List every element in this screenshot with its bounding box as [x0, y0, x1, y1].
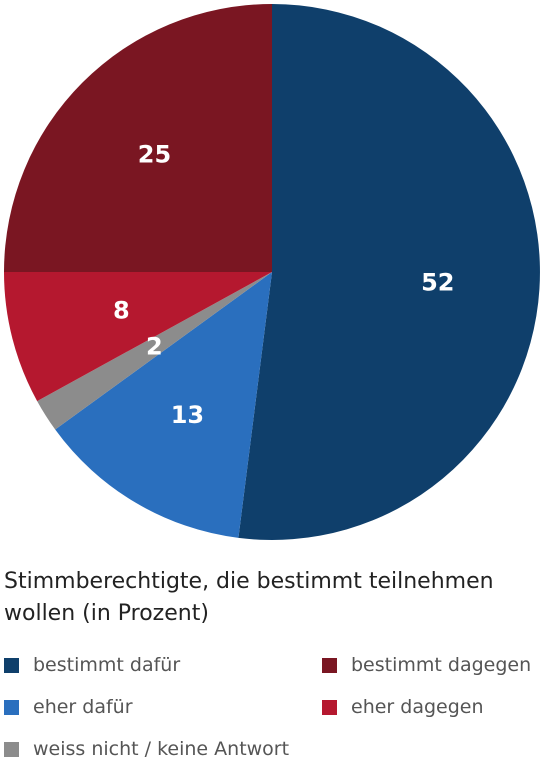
legend-label: bestimmt dagegen: [351, 654, 532, 676]
legend-swatch: [322, 699, 337, 715]
pie-slice: [55, 272, 273, 538]
slice-value-label: 2: [146, 333, 163, 361]
legend-item-eher-dagegen: eher dagegen: [322, 696, 484, 718]
legend-label: eher dagegen: [351, 696, 484, 718]
pie-slice: [37, 272, 273, 430]
legend-swatch: [4, 699, 19, 715]
legend-label: weiss nicht / keine Antwort: [33, 738, 290, 760]
legend-item-eher-dafuer: eher dafür: [4, 696, 133, 718]
legend-item-bestimmt-dafuer: bestimmt dafür: [4, 654, 180, 676]
chart-title: Stimmberechtigte, die bestimmt teilnehme…: [4, 569, 494, 626]
legend-swatch: [4, 657, 19, 673]
legend-label: eher dafür: [33, 696, 133, 718]
pie-slice: [238, 4, 540, 541]
slice-value-label: 25: [138, 141, 171, 169]
slice-value-label: 13: [171, 401, 204, 429]
pie-slice: [4, 4, 272, 272]
slice-value-label: 52: [421, 268, 454, 296]
pie-chart: 52 13 28 25: [4, 4, 540, 541]
pie-slice: [4, 272, 272, 402]
legend-item-weiss-nicht: weiss nicht / keine Antwort: [4, 738, 289, 760]
slice-value-label: 8: [113, 297, 130, 325]
slice-labels: 52 13 28 25: [113, 141, 454, 430]
legend-label: bestimmt dafür: [33, 654, 181, 676]
legend: bestimmt dafür bestimmt dagegen eher daf…: [0, 650, 544, 774]
pie-slices: [4, 4, 540, 541]
legend-item-bestimmt-dagegen: bestimmt dagegen: [322, 654, 531, 676]
legend-swatch: [4, 741, 19, 757]
legend-swatch: [322, 657, 337, 673]
